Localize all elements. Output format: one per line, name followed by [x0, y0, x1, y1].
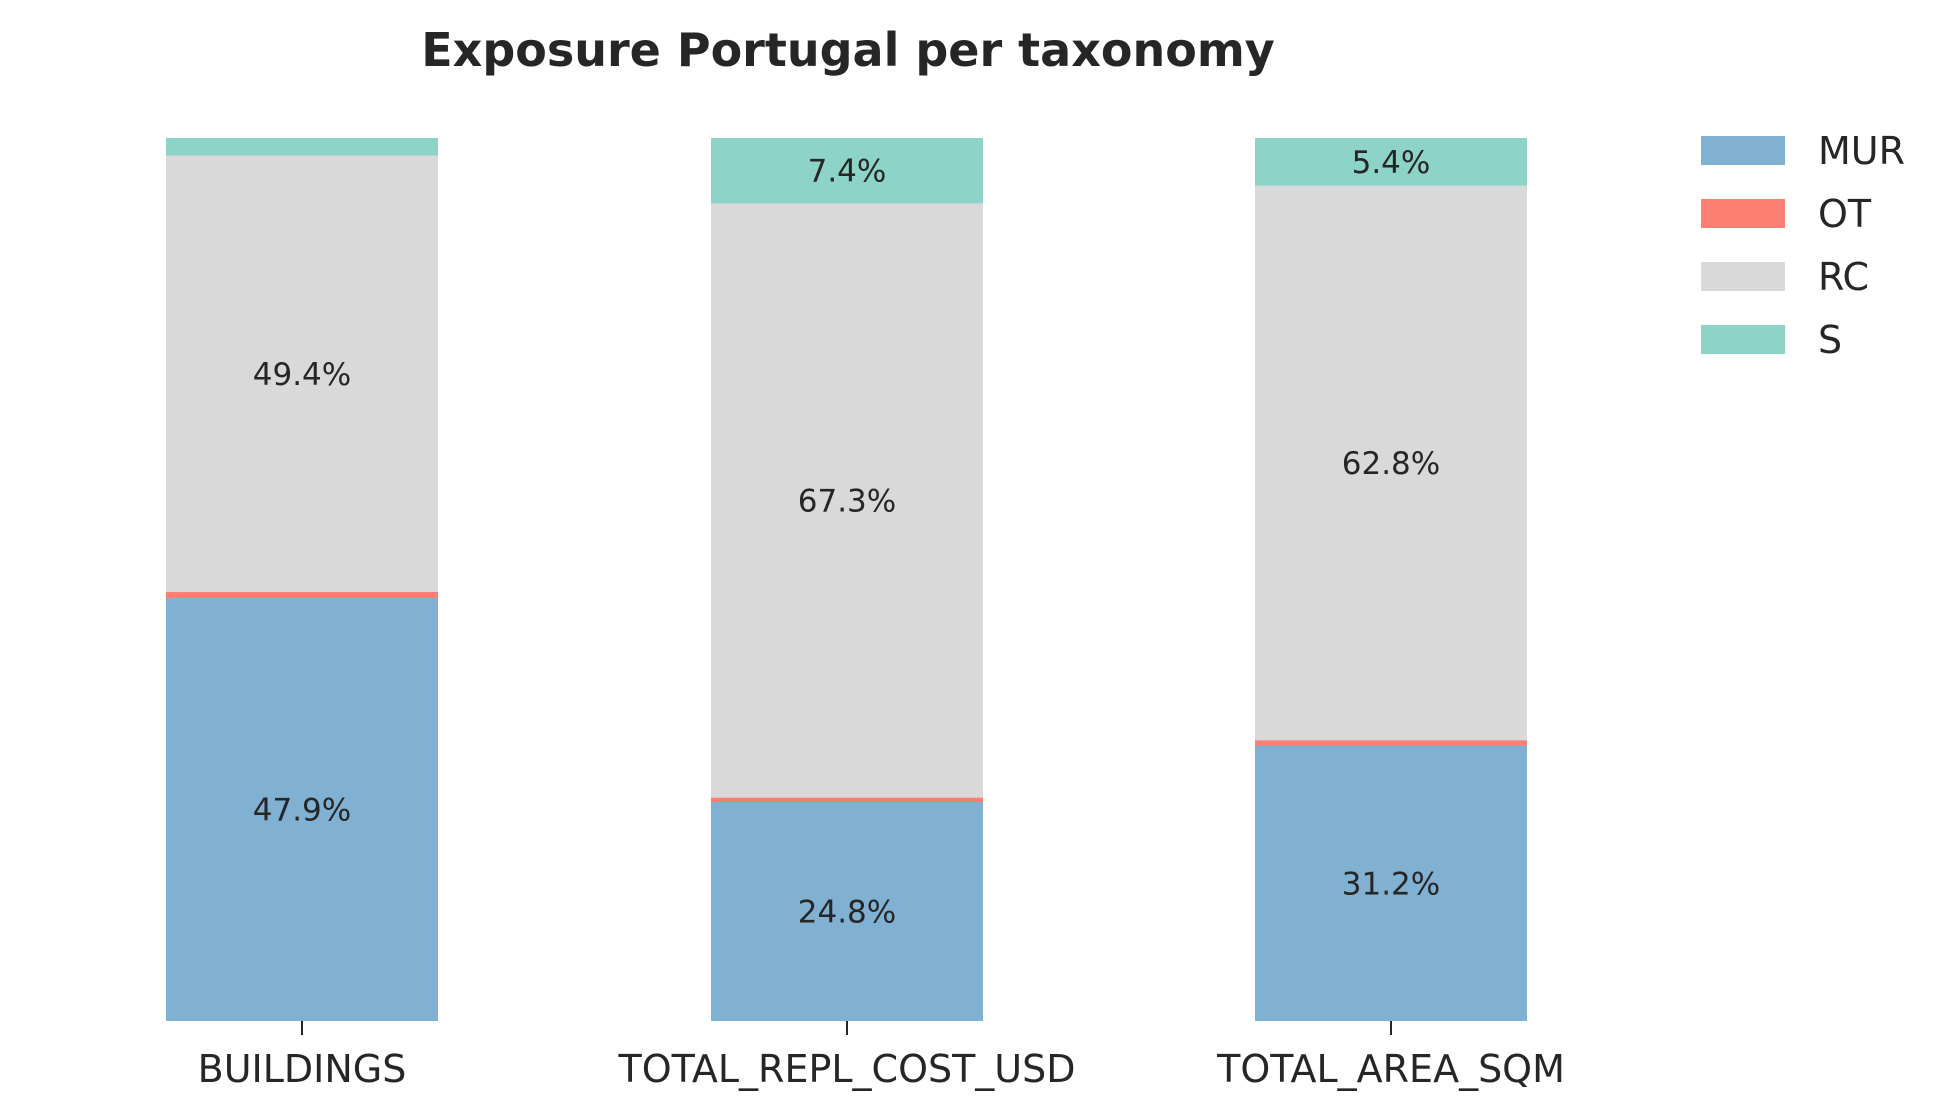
data-label-rc-total_repl_cost_usd: 67.3% — [798, 483, 896, 519]
legend-swatch-s — [1701, 325, 1785, 354]
bar-ot-total_area_sqm — [1255, 740, 1527, 746]
bar-rc-buildings — [166, 155, 438, 592]
bar-mur-total_area_sqm — [1255, 745, 1527, 1021]
bar-s-total_repl_cost_usd — [711, 138, 983, 204]
legend-swatch-mur — [1701, 136, 1785, 165]
legend: MUR OT RC S — [1701, 129, 1905, 362]
bar-s-buildings — [166, 138, 438, 156]
x-tick-label: TOTAL_REPL_COST_USD — [617, 1047, 1075, 1091]
bar-ot-buildings — [166, 591, 438, 599]
bar-s-total_area_sqm — [1255, 138, 1527, 186]
legend-swatch-ot — [1701, 199, 1785, 228]
bar-ot-total_repl_cost_usd — [711, 797, 983, 803]
bar-rc-total_area_sqm — [1255, 185, 1527, 741]
data-label-mur-buildings: 47.9% — [253, 793, 351, 829]
data-label-mur-total_repl_cost_usd: 24.8% — [798, 895, 896, 931]
legend-label-rc: RC — [1818, 255, 1869, 299]
x-tick-label: TOTAL_AREA_SQM — [1216, 1047, 1565, 1091]
legend-label-mur: MUR — [1818, 129, 1905, 173]
data-label-mur-total_area_sqm: 31.2% — [1342, 866, 1440, 902]
data-label-rc-buildings: 49.4% — [253, 357, 351, 393]
legend-label-ot: OT — [1818, 192, 1872, 236]
chart-title: Exposure Portugal per taxonomy — [421, 23, 1275, 77]
legend-swatch-rc — [1701, 262, 1785, 291]
bars-group: 47.9% 49.4% 24.8% 67.3% 7.4% 31.2% 62.8% 5.4% — [166, 138, 1527, 1021]
x-tick-label: BUILDINGS — [198, 1047, 407, 1091]
legend-label-s: S — [1818, 318, 1842, 362]
data-label-rc-total_area_sqm: 62.8% — [1342, 446, 1440, 482]
bar-mur-buildings — [166, 598, 438, 1021]
x-axis: BUILDINGS TOTAL_REPL_COST_USD TOTAL_AREA_S… — [198, 1021, 1565, 1091]
bar-mur-total_repl_cost_usd — [711, 802, 983, 1021]
data-label-s-total_repl_cost_usd: 7.4% — [808, 154, 887, 190]
bar-rc-total_repl_cost_usd — [711, 203, 983, 798]
data-label-s-total_area_sqm: 5.4% — [1352, 145, 1431, 181]
